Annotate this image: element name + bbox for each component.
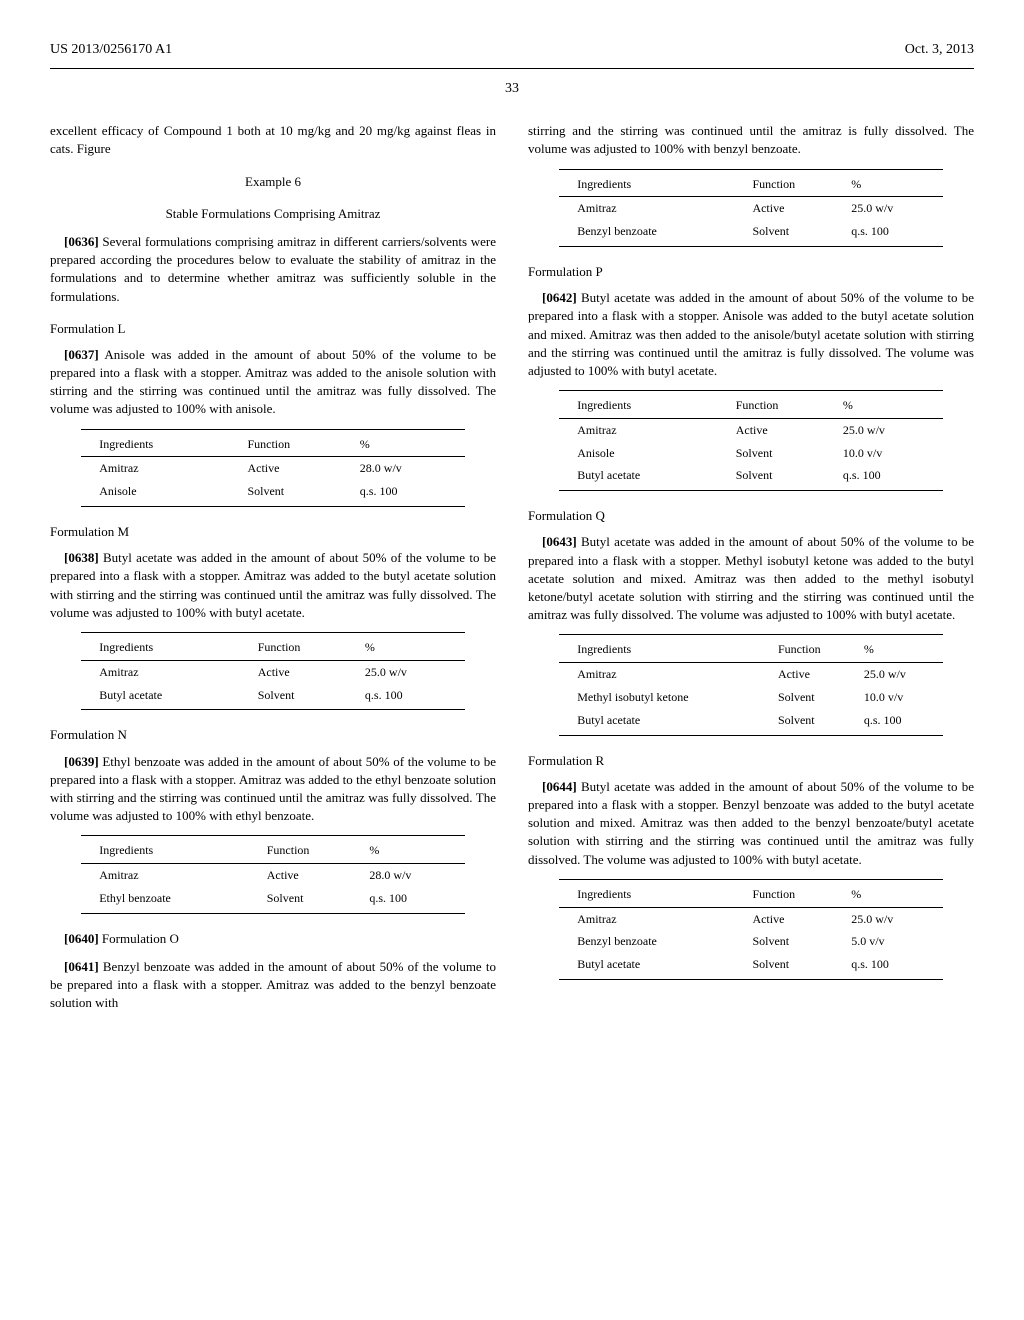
para-num-0640: [0640] xyxy=(64,931,99,946)
table-row: Amitraz Active 25.0 w/v xyxy=(559,663,943,686)
table-formulation-l: Ingredients Function % Amitraz Active 28… xyxy=(81,429,465,509)
table-row: Anisole Solvent 10.0 v/v xyxy=(559,442,943,465)
paragraph-0639: [0639] Ethyl benzoate was added in the a… xyxy=(50,753,496,826)
paragraph-0638: [0638] Butyl acetate was added in the am… xyxy=(50,549,496,622)
publication-number: US 2013/0256170 A1 xyxy=(50,40,172,60)
table-header: % xyxy=(845,172,943,197)
para-num-0641: [0641] xyxy=(64,959,99,974)
table-header: Function xyxy=(746,882,845,907)
continuation-paragraph: stirring and the stirring was continued … xyxy=(528,122,974,158)
paragraph-0637: [0637] Anisole was added in the amount o… xyxy=(50,346,496,419)
para-num-0637: [0637] xyxy=(64,347,99,362)
table-header: Ingredients xyxy=(559,393,730,418)
table-header: % xyxy=(845,882,943,907)
para-num-0636: [0636] xyxy=(64,234,99,249)
table-row: Benzyl benzoate Solvent q.s. 100 xyxy=(559,220,943,246)
table-row: Butyl acetate Solvent q.s. 100 xyxy=(559,464,943,490)
example-title: Stable Formulations Comprising Amitraz xyxy=(50,205,496,223)
table-formulation-p: Ingredients Function % Amitraz Active 25… xyxy=(559,390,943,493)
table-header: Ingredients xyxy=(559,882,746,907)
para-text-0642: Butyl acetate was added in the amount of… xyxy=(528,290,974,378)
left-column: excellent efficacy of Compound 1 both at… xyxy=(50,122,496,1022)
header-divider xyxy=(50,68,974,69)
table-header: Function xyxy=(730,393,837,418)
table-row: Amitraz Active 28.0 w/v xyxy=(81,457,465,480)
table-row: Amitraz Active 25.0 w/v xyxy=(81,660,465,683)
formulation-m-title: Formulation M xyxy=(50,523,496,541)
para-num-0639: [0639] xyxy=(64,754,99,769)
table-header: % xyxy=(354,432,465,457)
formulation-l-title: Formulation L xyxy=(50,320,496,338)
table-header: Function xyxy=(261,838,364,863)
paragraph-0641: [0641] Benzyl benzoate was added in the … xyxy=(50,958,496,1013)
table-row: Methyl isobutyl ketone Solvent 10.0 v/v xyxy=(559,686,943,709)
page-header: US 2013/0256170 A1 Oct. 3, 2013 xyxy=(50,40,974,60)
para-text-0643: Butyl acetate was added in the amount of… xyxy=(528,534,974,622)
para-num-0643: [0643] xyxy=(542,534,577,549)
table-formulation-n: Ingredients Function % Amitraz Active 28… xyxy=(81,835,465,915)
table-header: Function xyxy=(252,635,359,660)
page-number: 33 xyxy=(50,79,974,99)
table-row: Amitraz Active 25.0 w/v xyxy=(559,907,943,930)
para-num-0642: [0642] xyxy=(542,290,577,305)
table-header: Ingredients xyxy=(81,432,241,457)
para-text-0636: Several formulations comprising amitraz … xyxy=(50,234,496,304)
right-column: stirring and the stirring was continued … xyxy=(528,122,974,1022)
table-row: Amitraz Active 25.0 w/v xyxy=(559,418,943,441)
para-num-0644: [0644] xyxy=(542,779,577,794)
paragraph-0642: [0642] Butyl acetate was added in the am… xyxy=(528,289,974,380)
formulation-r-title: Formulation R xyxy=(528,752,974,770)
table-header: % xyxy=(363,838,464,863)
formulation-q-title: Formulation Q xyxy=(528,507,974,525)
table-row: Butyl acetate Solvent q.s. 100 xyxy=(559,953,943,979)
table-row: Amitraz Active 25.0 w/v xyxy=(559,197,943,220)
paragraph-0643: [0643] Butyl acetate was added in the am… xyxy=(528,533,974,624)
table-header: Function xyxy=(746,172,845,197)
table-row: Amitraz Active 28.0 w/v xyxy=(81,864,465,887)
table-header: Ingredients xyxy=(81,838,261,863)
table-row: Benzyl benzoate Solvent 5.0 v/v xyxy=(559,930,943,953)
para-text-0641: Benzyl benzoate was added in the amount … xyxy=(50,959,496,1010)
table-header: % xyxy=(837,393,943,418)
para-num-0638: [0638] xyxy=(64,550,99,565)
formulation-n-title: Formulation N xyxy=(50,726,496,744)
para-text-0637: Anisole was added in the amount of about… xyxy=(50,347,496,417)
para-text-0640: Formulation O xyxy=(102,931,179,946)
table-header: Ingredients xyxy=(559,172,746,197)
example-label: Example 6 xyxy=(50,173,496,191)
paragraph-0644: [0644] Butyl acetate was added in the am… xyxy=(528,778,974,869)
para-text-0644: Butyl acetate was added in the amount of… xyxy=(528,779,974,867)
table-header: Function xyxy=(241,432,353,457)
formulation-p-title: Formulation P xyxy=(528,263,974,281)
table-header: Ingredients xyxy=(559,637,772,662)
table-header: Function xyxy=(772,637,858,662)
intro-paragraph: excellent efficacy of Compound 1 both at… xyxy=(50,122,496,158)
para-text-0639: Ethyl benzoate was added in the amount o… xyxy=(50,754,496,824)
two-column-layout: excellent efficacy of Compound 1 both at… xyxy=(50,122,974,1022)
para-text-0638: Butyl acetate was added in the amount of… xyxy=(50,550,496,620)
table-row: Anisole Solvent q.s. 100 xyxy=(81,480,465,506)
table-row: Ethyl benzoate Solvent q.s. 100 xyxy=(81,887,465,913)
paragraph-0636: [0636] Several formulations comprising a… xyxy=(50,233,496,306)
table-formulation-o: Ingredients Function % Amitraz Active 25… xyxy=(559,169,943,249)
table-row: Butyl acetate Solvent q.s. 100 xyxy=(559,709,943,735)
table-header: Ingredients xyxy=(81,635,252,660)
publication-date: Oct. 3, 2013 xyxy=(905,40,974,60)
table-formulation-q: Ingredients Function % Amitraz Active 25… xyxy=(559,634,943,737)
table-row: Butyl acetate Solvent q.s. 100 xyxy=(81,684,465,710)
table-header: % xyxy=(858,637,943,662)
table-header: % xyxy=(359,635,465,660)
paragraph-0640: [0640] Formulation O xyxy=(50,930,496,948)
table-formulation-r: Ingredients Function % Amitraz Active 25… xyxy=(559,879,943,982)
table-formulation-m: Ingredients Function % Amitraz Active 25… xyxy=(81,632,465,712)
